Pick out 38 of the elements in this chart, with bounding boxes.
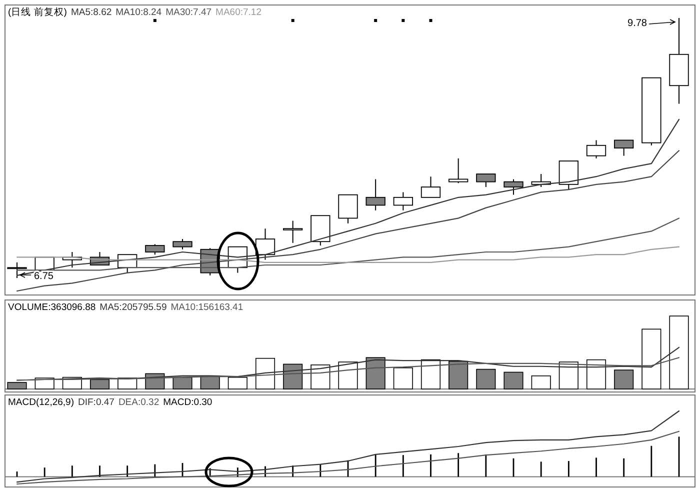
bar xyxy=(393,367,413,390)
bar xyxy=(531,375,551,390)
bar xyxy=(420,359,441,390)
text: MA10:156163.41 xyxy=(170,302,244,313)
bar xyxy=(310,364,330,390)
candlestick xyxy=(448,158,468,184)
annotation: 9.78 xyxy=(628,18,648,29)
chart-title: (日线 前复权) xyxy=(8,6,67,18)
text: MA5:8.62 xyxy=(70,7,112,18)
text: MACD:0.30 xyxy=(163,397,212,408)
annotation: 6.75 xyxy=(34,271,54,282)
bar xyxy=(558,362,578,390)
chart-title: MACD(12,26,9) xyxy=(8,397,74,408)
candlestick xyxy=(558,160,578,190)
bar xyxy=(586,359,606,390)
candlestick xyxy=(366,178,386,211)
text: DEA:0.32 xyxy=(118,397,160,408)
text: MA5:205795.59 xyxy=(100,302,167,313)
candlestick xyxy=(283,220,303,244)
text: MA10:8.24 xyxy=(116,7,162,18)
candlestick xyxy=(338,194,358,224)
candlestick xyxy=(614,140,634,156)
candlestick xyxy=(393,192,413,211)
bar xyxy=(642,328,662,390)
candlestick xyxy=(145,244,165,256)
bar xyxy=(669,316,689,390)
bar xyxy=(338,362,358,390)
bar xyxy=(255,358,276,390)
candlestick xyxy=(172,238,192,250)
text: MA60:7.12 xyxy=(216,7,262,18)
candlestick xyxy=(504,178,524,196)
bar xyxy=(228,376,248,390)
text: MA30:7.47 xyxy=(166,7,212,18)
candlestick xyxy=(586,140,606,159)
candlestick xyxy=(420,176,441,198)
text: DIF:0.47 xyxy=(78,397,114,408)
candlestick xyxy=(476,174,496,188)
text: VOLUME:363096.88 xyxy=(8,302,96,313)
